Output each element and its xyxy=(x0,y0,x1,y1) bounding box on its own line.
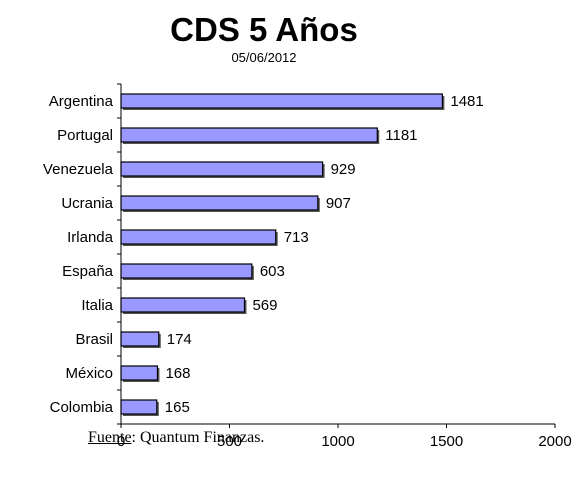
bar xyxy=(120,93,443,109)
data-label: 603 xyxy=(260,263,285,280)
category-label: Argentina xyxy=(49,93,114,110)
category-label: Colombia xyxy=(50,399,114,416)
category-label: Venezuela xyxy=(43,161,114,178)
bar xyxy=(120,127,378,143)
data-label: 168 xyxy=(165,365,190,382)
category-label: España xyxy=(62,263,114,280)
bars-layer: Argentina 1481 Portugal 1181 Venezuela 929 Ucr… xyxy=(43,93,484,416)
category-label: Italia xyxy=(81,297,113,314)
source-note: Fuente: Quantum Finanzas. xyxy=(88,429,264,447)
data-label: 165 xyxy=(165,399,190,416)
bar xyxy=(120,297,246,313)
category-label: México xyxy=(65,365,113,382)
bar xyxy=(120,229,277,245)
axes-layer: 0 500 1000 1500 2000 xyxy=(117,83,572,450)
data-label: 1481 xyxy=(450,93,483,110)
chart-subtitle: 05/06/2012 xyxy=(231,50,296,65)
bar xyxy=(120,263,253,279)
bar xyxy=(120,195,319,211)
x-tick-label: 1500 xyxy=(430,433,463,450)
bar xyxy=(120,399,158,415)
data-label: 929 xyxy=(331,161,356,178)
category-label: Brasil xyxy=(75,331,113,348)
x-tick-label: 1000 xyxy=(321,433,354,450)
data-label: 174 xyxy=(167,331,192,348)
source-text: : Quantum Finanzas. xyxy=(131,429,265,446)
data-label: 907 xyxy=(326,195,351,212)
chart-title: CDS 5 Años xyxy=(170,11,358,48)
bar xyxy=(120,161,324,177)
bar xyxy=(120,365,159,381)
category-label: Portugal xyxy=(57,127,113,144)
category-label: Irlanda xyxy=(67,229,114,246)
category-label: Ucrania xyxy=(61,195,113,212)
bar xyxy=(120,331,160,347)
data-label: 569 xyxy=(252,297,277,314)
x-tick-label: 2000 xyxy=(538,433,571,450)
data-label: 1181 xyxy=(385,127,417,144)
data-label: 713 xyxy=(284,229,309,246)
x-tick-label: 500 xyxy=(217,433,242,450)
source-label: Fuente xyxy=(88,429,132,446)
x-tick-label: 0 xyxy=(117,433,125,450)
